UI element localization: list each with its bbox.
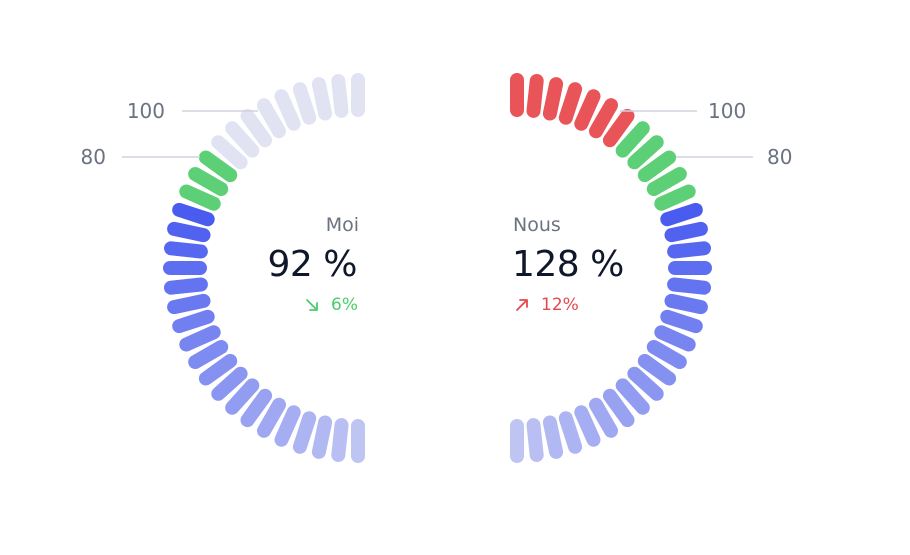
arrow-up-right-icon — [516, 299, 528, 311]
gauge-left-segment — [167, 221, 211, 243]
gauge-right-segment — [646, 167, 687, 196]
gauge-right-segment — [667, 277, 711, 295]
gauge-right-segment — [526, 74, 544, 118]
gauge-right-segment — [574, 405, 601, 447]
gauge-left-segment — [240, 108, 273, 148]
gauge-left-segment — [225, 378, 260, 415]
gauge-right-tick-label: 80 — [767, 145, 792, 169]
gauge-left-segment — [292, 82, 317, 125]
gauge-left-segment — [179, 325, 221, 352]
gauge-left-tick-label: 80 — [81, 145, 106, 169]
gauge-left-tick-label: 100 — [127, 99, 165, 123]
gauge-right-segment — [654, 325, 696, 352]
gauge-left-segment — [274, 89, 301, 131]
gauge-left-segment — [164, 241, 208, 259]
gauge-right-segment — [627, 366, 664, 401]
gauge-left-segment — [274, 405, 301, 447]
gauge-right-segment — [589, 98, 618, 139]
gauge-left-segment — [179, 184, 221, 211]
gauge-left-delta-text: 6% — [331, 295, 358, 315]
gauge-right-segment — [542, 77, 564, 121]
gauge-right-segment — [637, 150, 677, 183]
gauge-right-segment — [664, 221, 708, 243]
gauge-left-segments — [163, 73, 365, 463]
gauge-left-segment — [292, 411, 317, 454]
gauge-left-segment — [240, 388, 273, 428]
gauge-left-segment — [311, 77, 333, 121]
gauge-right-segment — [646, 340, 687, 369]
gauge-right-segment — [637, 353, 677, 386]
gauge-left-segment — [211, 366, 248, 401]
gauge-right-segments — [510, 73, 712, 463]
gauge-left-segment — [188, 340, 229, 369]
gauge-right-segment — [615, 121, 650, 158]
gauge-right-segment — [627, 135, 664, 170]
gauge-right-segment — [558, 82, 583, 125]
gauge-right-delta: 12% — [515, 295, 579, 315]
gauge-left-segment — [257, 98, 286, 139]
gauge-right-segment — [660, 309, 703, 334]
gauge-left-segment — [198, 353, 238, 386]
gauge-left-segment — [167, 293, 211, 315]
gauge-right-segment — [654, 184, 696, 211]
gauge-left-segment — [172, 202, 215, 227]
gauge-right-segment — [667, 241, 711, 259]
gauge-left-label: Moi — [325, 214, 359, 236]
gauge-right-delta-text: 12% — [541, 295, 579, 315]
gauge-right-label: Nous — [513, 214, 561, 236]
gauge-left-segment — [164, 277, 208, 295]
gauge-right-segment — [602, 108, 635, 148]
gauge-right-segment — [660, 202, 703, 227]
arrow-down-right-icon — [306, 299, 318, 311]
gauge-left-segment — [188, 167, 229, 196]
gauge-left-segment — [198, 150, 238, 183]
gauge-left-segment — [311, 415, 333, 459]
gauge-left-delta: 6% — [305, 295, 358, 315]
gauge-left-value: 92 % — [267, 244, 358, 285]
gauge-left-segment — [257, 397, 286, 438]
gauge-right-segment — [558, 411, 583, 454]
gauge-left-segment — [172, 309, 215, 334]
gauge-left-segment — [225, 121, 260, 158]
gauge-right-segment — [602, 388, 635, 428]
gauge-right-segment — [574, 89, 601, 131]
gauge-right-segment — [615, 378, 650, 415]
gauge-right-segment — [589, 397, 618, 438]
gauge-left-segment — [331, 418, 349, 462]
gauge-right-segment — [542, 415, 564, 459]
gauge-right-tick-label: 100 — [708, 99, 746, 123]
gauge-right-segment — [664, 293, 708, 315]
gauge-right-value: 128 % — [512, 244, 624, 285]
gauge-left-segment — [211, 135, 248, 170]
gauge-right-segment — [526, 418, 544, 462]
gauge-left-segment — [331, 74, 349, 118]
